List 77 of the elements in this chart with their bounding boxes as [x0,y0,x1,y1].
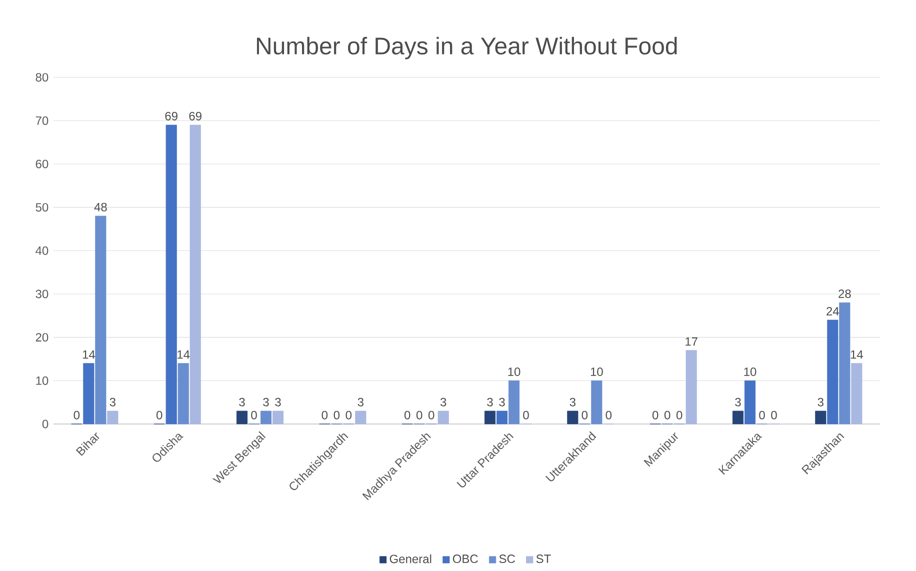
bar [839,302,850,424]
data-label: 3 [440,398,446,407]
data-label: 3 [818,398,824,407]
y-tick-label: 50 [36,203,48,212]
data-label: 0 [759,411,765,420]
bar [567,410,578,424]
data-label: 0 [346,411,352,420]
data-label: 3 [239,398,245,407]
bar [744,380,756,424]
y-tick-label: 30 [36,290,48,298]
bar [686,350,697,424]
y-tick-label: 40 [36,246,48,256]
data-label: 3 [487,398,493,407]
data-label: 69 [189,112,202,121]
bar [484,410,496,424]
data-label: 10 [590,368,603,376]
bar [732,410,744,424]
bar [591,380,602,424]
data-label: 0 [251,411,257,420]
data-label: 69 [165,112,178,121]
bar [260,410,272,424]
data-label: 0 [664,411,670,420]
bar [178,363,189,424]
legend-label: General [390,554,432,564]
bar [355,410,366,424]
y-tick-label: 10 [36,376,48,386]
data-label: 0 [428,411,434,420]
bar [496,410,508,424]
data-label: 0 [523,411,529,420]
data-label: 0 [404,411,410,420]
data-label: 0 [771,411,777,420]
data-label: 10 [508,368,520,376]
data-label: 0 [652,411,658,420]
data-label: 0 [416,411,422,420]
y-tick-label: 20 [36,333,48,342]
y-tick-label: 0 [42,420,48,428]
bar [236,410,248,424]
data-label: 0 [74,411,80,420]
data-label: 48 [94,203,107,212]
bar [95,216,106,424]
data-label: 0 [582,411,588,420]
data-label: 0 [322,411,328,420]
legend-label: OBC [452,554,478,564]
data-label: 3 [263,398,269,407]
data-label: 3 [358,398,364,407]
legend-label: ST [536,554,551,564]
bar [508,380,520,424]
bar [438,410,449,424]
data-label: 0 [676,411,682,420]
data-label: 14 [82,350,95,359]
data-label: 14 [850,350,863,359]
data-label: 17 [686,338,698,346]
data-label: 3 [499,398,505,407]
bar [851,363,862,424]
bar [272,410,284,424]
data-label: 10 [744,368,756,376]
chart-title: Number of Days in a Year Without Food [256,37,677,60]
data-label: 0 [334,411,340,420]
data-label: 3 [735,398,741,407]
y-tick-label: 80 [36,73,48,82]
data-label: 3 [110,398,116,407]
data-label: 3 [275,398,281,407]
data-label: 14 [178,350,190,359]
bar [83,363,94,424]
y-tick-label: 60 [36,160,48,168]
bar [107,410,118,424]
data-label: 24 [826,307,839,316]
data-label: 0 [606,411,612,420]
bar [166,124,177,424]
bar [815,410,826,424]
legend-label: SC [499,554,515,564]
y-tick-label: 70 [36,116,48,126]
data-label: 3 [570,398,576,407]
data-label: 0 [156,411,162,420]
bar [827,320,838,424]
data-label: 28 [838,290,851,298]
bar [190,124,201,424]
